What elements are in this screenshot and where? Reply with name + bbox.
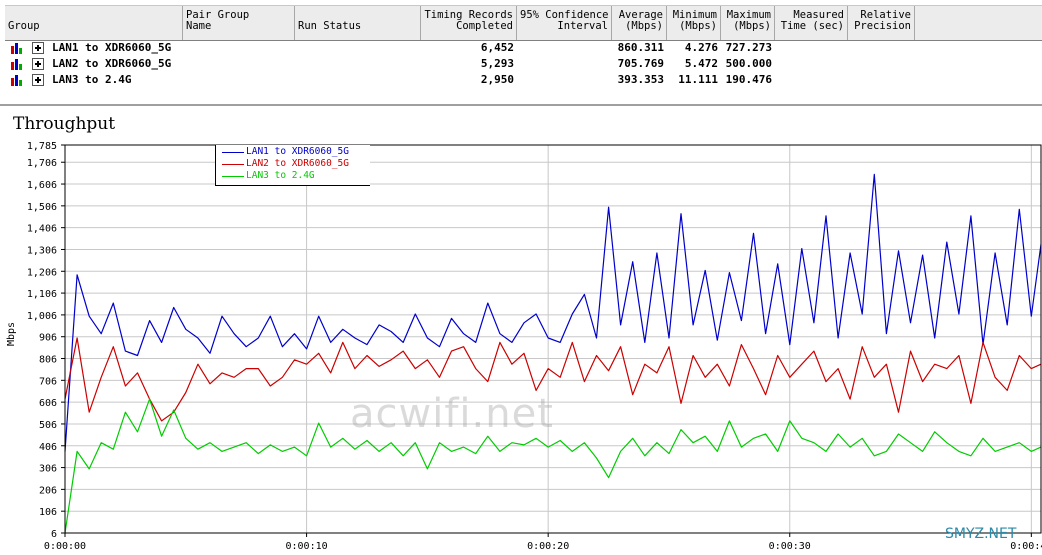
- y-tick-label: 1,406: [27, 224, 57, 235]
- x-tick-label: 0:00:10: [286, 541, 328, 552]
- row-minimum: 11.111: [678, 73, 718, 86]
- row-records: 5,293: [480, 57, 514, 70]
- column-header-measured-time[interactable]: Measured Time (sec): [775, 6, 848, 40]
- y-tick-label: 1,106: [27, 289, 57, 300]
- watermark-text: acwifi.net: [350, 391, 554, 437]
- y-tick-label: 6: [51, 529, 57, 540]
- results-table: Group Pair Group Name Run Status Timing …: [0, 0, 1042, 106]
- y-tick-label: 1,606: [27, 180, 57, 191]
- y-tick-label: 1,785: [27, 141, 57, 152]
- series-line-2: [64, 337, 1042, 422]
- table-row[interactable]: LAN1 to XDR6060_5G 6,452 860.311 4.276 7…: [5, 40, 1042, 56]
- row-pair-name: LAN2 to XDR6060_5G: [52, 57, 172, 70]
- table-header-row: Group Pair Group Name Run Status Timing …: [5, 5, 1042, 41]
- plot-area: [64, 144, 1042, 534]
- throughput-chart-panel: Throughput 1,785 1,706 1,606 1,506 1,406 1,30…: [0, 106, 1042, 555]
- legend-label: LAN1 to XDR6060_5G: [246, 146, 349, 157]
- throughput-chart: 1,785 1,706 1,606 1,506 1,406 1,306 1,206 1,106…: [27, 141, 1042, 552]
- y-tick-label: 806: [39, 355, 57, 366]
- row-maximum: 727.273: [725, 41, 772, 54]
- legend-swatch: [222, 176, 244, 177]
- chart-title: Throughput: [13, 114, 116, 134]
- column-header-minimum[interactable]: Minimum (Mbps): [667, 6, 721, 40]
- y-tick-label: 106: [39, 507, 57, 518]
- chart-icon[interactable]: [11, 59, 23, 70]
- row-average: 860.311: [617, 41, 664, 54]
- row-minimum: 4.276: [684, 41, 718, 54]
- x-tick-label: 0:00:00: [44, 541, 86, 552]
- column-header-run-status[interactable]: Run Status: [295, 6, 421, 40]
- legend-item: LAN3 to 2.4G: [219, 170, 315, 182]
- y-tick-label: 1,206: [27, 267, 57, 278]
- y-tick-label: 1,006: [27, 311, 57, 322]
- legend-item: LAN2 to XDR6060_5G: [219, 158, 349, 170]
- plot-border: [64, 144, 1042, 534]
- column-header-pair-group-name[interactable]: Pair Group Name: [183, 6, 295, 40]
- x-tick-label: 0:00:30: [769, 541, 811, 552]
- column-header-average[interactable]: Average (Mbps): [612, 6, 667, 40]
- row-records: 2,950: [480, 73, 514, 86]
- table-row[interactable]: LAN2 to XDR6060_5G 5,293 705.769 5.472 5…: [5, 56, 1042, 72]
- series-line-3: [64, 398, 1042, 534]
- legend-swatch: [222, 164, 244, 165]
- column-header-confidence-interval[interactable]: 95% Confidence Interval: [517, 6, 612, 40]
- y-tick-label: 706: [39, 376, 57, 387]
- y-axis-label: Mbps: [6, 321, 17, 346]
- chart-icon[interactable]: [11, 75, 23, 86]
- y-tick-label: 206: [39, 485, 57, 496]
- legend-label: LAN2 to XDR6060_5G: [246, 158, 349, 169]
- row-minimum: 5.472: [684, 57, 718, 70]
- y-tick-label: 1,706: [27, 158, 57, 169]
- y-tick-label: 506: [39, 420, 57, 431]
- y-tick-label: 1,506: [27, 202, 57, 213]
- row-maximum: 190.476: [725, 73, 772, 86]
- x-tick-label: 0:00:40: [1010, 541, 1042, 552]
- expand-plus-icon[interactable]: [32, 74, 44, 86]
- series-line-1: [64, 173, 1042, 452]
- y-tick-label: 306: [39, 464, 57, 475]
- column-header-relative-precision[interactable]: Relative Precision: [848, 6, 915, 40]
- row-pair-name: LAN1 to XDR6060_5G: [52, 41, 172, 54]
- y-tick-label: 906: [39, 333, 57, 344]
- row-records: 6,452: [480, 41, 514, 54]
- row-average: 393.353: [617, 73, 664, 86]
- x-tick-label: 0:00:20: [527, 541, 569, 552]
- legend-item: LAN1 to XDR6060_5G: [219, 146, 349, 158]
- column-header-maximum[interactable]: Maximum (Mbps): [721, 6, 775, 40]
- y-tick-label: 406: [39, 442, 57, 453]
- legend-swatch: [222, 152, 244, 153]
- column-header-timing-records[interactable]: Timing Records Completed: [421, 6, 517, 40]
- expand-plus-icon[interactable]: [32, 42, 44, 54]
- expand-plus-icon[interactable]: [32, 58, 44, 70]
- row-pair-name: LAN3 to 2.4G: [52, 73, 132, 86]
- row-maximum: 500.000: [725, 57, 772, 70]
- row-average: 705.769: [617, 57, 664, 70]
- y-tick-label: 1,306: [27, 245, 57, 256]
- legend-label: LAN3 to 2.4G: [246, 170, 315, 181]
- y-tick-label: 606: [39, 398, 57, 409]
- column-header-group[interactable]: Group: [5, 6, 183, 40]
- chart-icon[interactable]: [11, 43, 23, 54]
- table-row[interactable]: LAN3 to 2.4G 2,950 393.353 11.111 190.47…: [5, 72, 1042, 88]
- corner-watermark-text: SMYZ.NET: [945, 526, 1017, 542]
- chart-legend: LAN1 to XDR6060_5G LAN2 to XDR6060_5G LA…: [215, 145, 370, 186]
